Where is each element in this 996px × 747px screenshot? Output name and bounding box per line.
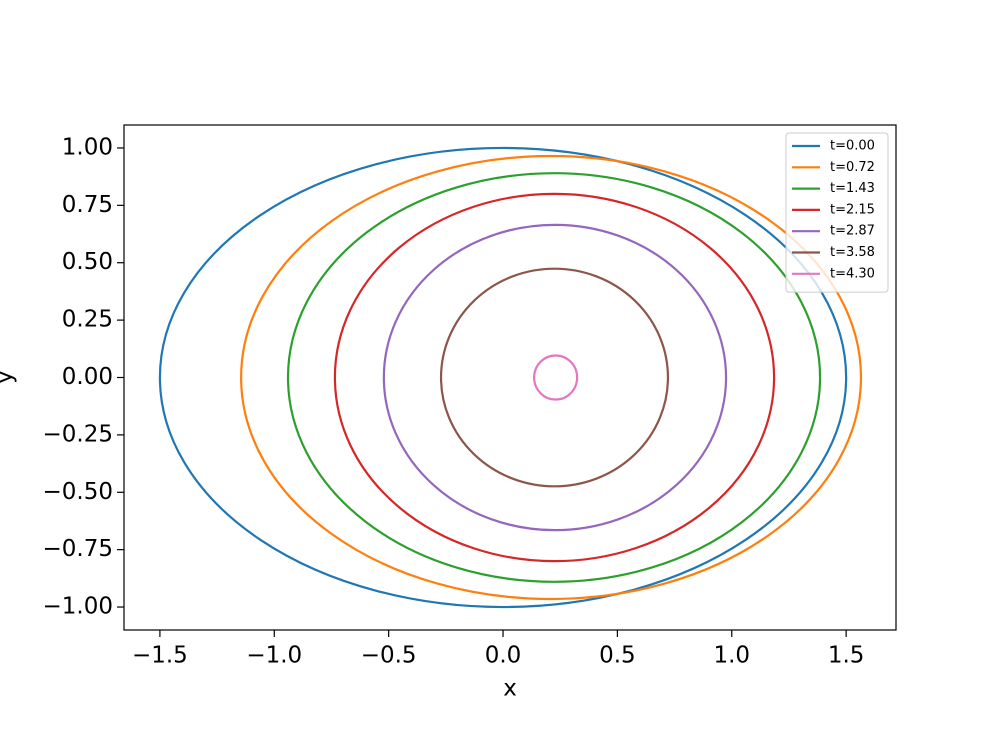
legend-label: t=0.00: [830, 139, 875, 154]
curve: [333, 192, 776, 563]
y-tick-label: 0.25: [62, 307, 113, 333]
y-tick-label: 0.00: [62, 364, 113, 390]
y-tick-label: 0.75: [62, 192, 113, 218]
y-tick-label: 0.50: [62, 249, 113, 275]
curve: [533, 354, 579, 401]
x-tick-label: −0.5: [361, 643, 417, 669]
legend-label: t=0.72: [830, 160, 875, 175]
legend-label: t=3.58: [830, 245, 875, 260]
y-tick-label: −0.50: [43, 479, 113, 505]
x-tick-label: 1.0: [713, 643, 750, 669]
x-tick-label: 0.5: [599, 643, 636, 669]
x-tick-label: 0.0: [485, 643, 522, 669]
curve: [286, 172, 822, 583]
curve: [382, 223, 728, 532]
x-tick-label: 1.5: [828, 643, 865, 669]
x-axis-label: x: [503, 676, 517, 702]
y-tick-label: −0.25: [43, 421, 113, 447]
legend-label: t=4.30: [830, 266, 875, 281]
y-tick-label: −0.75: [43, 536, 113, 562]
legend-label: t=2.87: [830, 224, 875, 239]
curve: [240, 154, 863, 601]
legend-label: t=1.43: [830, 181, 875, 196]
y-tick-label: −1.00: [43, 594, 113, 620]
plot-frame: [123, 124, 897, 631]
curve: [158, 146, 848, 609]
curve: [439, 267, 670, 488]
legend-label: t=2.15: [830, 202, 875, 217]
y-axis-label: y: [0, 370, 18, 384]
x-tick-label: −1.5: [132, 643, 188, 669]
y-tick-label: 1.00: [62, 134, 113, 160]
x-tick-label: −1.0: [246, 643, 302, 669]
